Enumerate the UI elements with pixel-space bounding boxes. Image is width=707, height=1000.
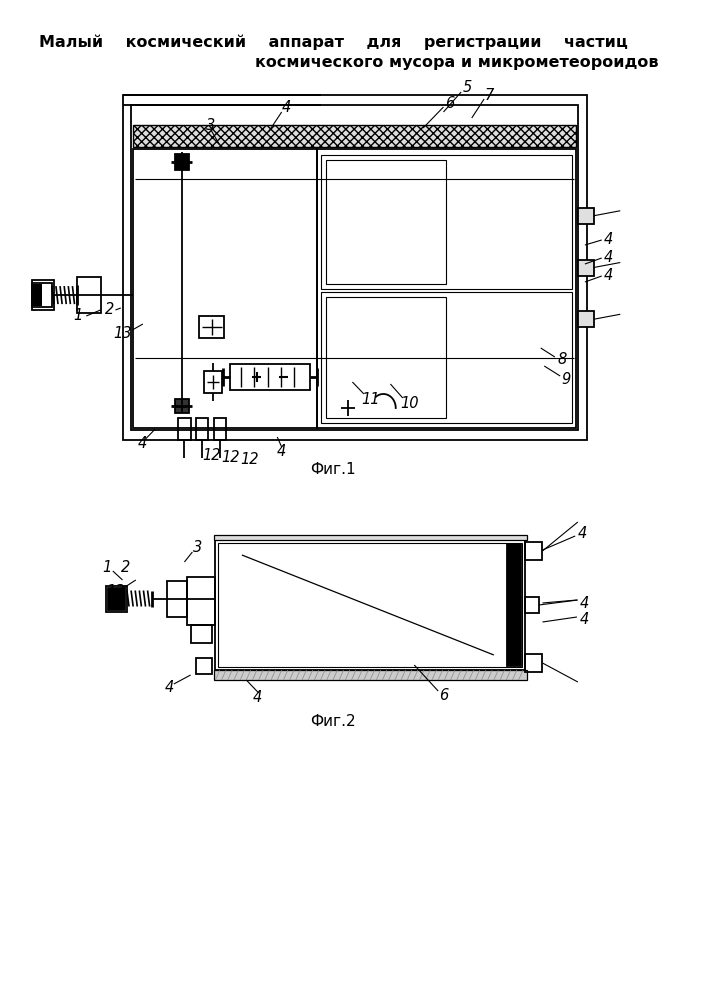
Text: 5: 5 (462, 81, 472, 96)
Bar (322, 292, 572, 423)
Text: 6: 6 (439, 688, 448, 702)
Bar (76, 277, 101, 313)
Bar (33, 283, 52, 307)
Bar (191, 625, 212, 643)
Bar (133, 149, 317, 428)
Text: Фиг.1: Фиг.1 (310, 462, 356, 478)
Bar (578, 311, 594, 327)
Bar (317, 149, 576, 428)
Text: 4: 4 (277, 444, 286, 460)
Bar (204, 371, 221, 393)
Bar (167, 580, 187, 616)
Bar (187, 577, 216, 625)
Bar (196, 418, 209, 440)
Text: 4: 4 (604, 268, 614, 284)
Text: 2: 2 (105, 302, 114, 318)
Text: Малый    космический    аппарат    для    регистрации    частиц: Малый космический аппарат для регистраци… (38, 34, 627, 50)
Bar (525, 542, 542, 560)
Bar (507, 544, 521, 666)
Bar (214, 535, 527, 540)
Bar (175, 154, 189, 170)
Text: Фиг.2: Фиг.2 (310, 714, 356, 730)
Text: 4: 4 (165, 680, 174, 696)
Bar (214, 670, 527, 680)
Text: космического мусора и микрометеороидов: космического мусора и микрометеороидов (255, 54, 659, 70)
Text: 4: 4 (580, 612, 589, 628)
Bar (216, 540, 525, 670)
Bar (178, 418, 191, 440)
Bar (525, 597, 539, 613)
Text: 3: 3 (193, 540, 202, 556)
Bar (33, 284, 42, 306)
Text: 13: 13 (113, 326, 132, 340)
Text: 4: 4 (578, 526, 587, 540)
Text: 1: 1 (102, 560, 111, 576)
Bar (132, 105, 578, 430)
Text: 7: 7 (485, 88, 494, 103)
Text: 12: 12 (240, 452, 259, 466)
Text: 12: 12 (221, 450, 240, 464)
Bar (218, 543, 522, 667)
Bar (33, 280, 54, 310)
Bar (322, 155, 572, 289)
Text: 12: 12 (203, 448, 221, 462)
Bar (199, 316, 224, 338)
Text: 9: 9 (562, 372, 571, 387)
Text: 3: 3 (206, 117, 216, 132)
Text: 4: 4 (604, 250, 614, 265)
Text: 4: 4 (580, 595, 589, 610)
Text: 13: 13 (106, 584, 124, 599)
Bar (525, 654, 542, 672)
Text: 4: 4 (604, 232, 614, 247)
Text: 10: 10 (401, 395, 419, 410)
Bar (196, 658, 212, 674)
Bar (107, 587, 125, 609)
Bar (122, 95, 587, 440)
Text: 4: 4 (253, 690, 262, 706)
Text: 6: 6 (445, 96, 455, 110)
Text: 4: 4 (281, 100, 291, 114)
Bar (133, 125, 576, 147)
Bar (214, 418, 226, 440)
Text: 4: 4 (137, 436, 146, 450)
Bar (578, 208, 594, 224)
Bar (106, 585, 127, 611)
Text: 2: 2 (121, 560, 130, 576)
Text: 8: 8 (557, 353, 566, 367)
Text: 1: 1 (74, 308, 83, 324)
Bar (326, 160, 446, 284)
Bar (175, 399, 189, 413)
Text: 11: 11 (361, 391, 380, 406)
Bar (230, 364, 310, 390)
Bar (326, 297, 446, 418)
Bar (578, 259, 594, 275)
